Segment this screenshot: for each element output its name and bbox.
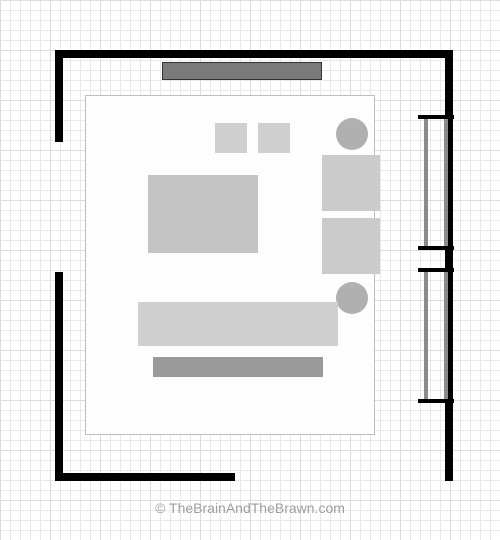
- furniture-console: [153, 357, 323, 377]
- window-2: [418, 268, 454, 403]
- floor-plan-canvas: © TheBrainAndTheBrawn.com: [0, 0, 500, 540]
- furniture-side_table_bottom: [322, 218, 380, 274]
- furniture-coffee_table: [148, 175, 258, 253]
- wall-bottom-right: [445, 473, 453, 481]
- wall-left-bottom: [55, 272, 63, 481]
- furniture-side_table_top: [322, 155, 380, 211]
- furniture-sofa: [138, 302, 338, 346]
- furniture-circle_top: [336, 118, 368, 150]
- wall-left-top: [55, 50, 63, 142]
- furniture-tv_unit: [162, 62, 322, 80]
- credit-text: © TheBrainAndTheBrawn.com: [0, 500, 500, 516]
- furniture-small_box_right: [258, 123, 290, 153]
- wall-top: [55, 50, 453, 58]
- furniture-small_box_left: [215, 123, 247, 153]
- furniture-circle_bottom: [336, 282, 368, 314]
- window-1: [418, 115, 454, 250]
- wall-bottom-left: [55, 473, 235, 481]
